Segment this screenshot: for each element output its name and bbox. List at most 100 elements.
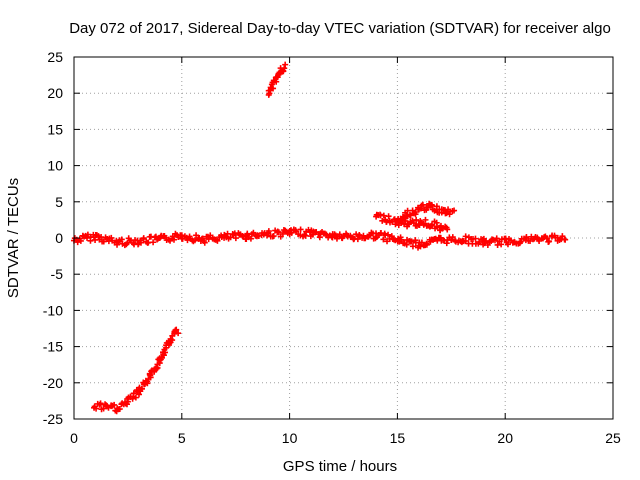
data-point [153, 365, 160, 372]
data-point [280, 68, 287, 75]
data-point [77, 237, 84, 244]
data-point [273, 78, 280, 85]
data-point [116, 405, 123, 412]
data-point [138, 385, 145, 392]
x-tick-label: 10 [282, 430, 298, 446]
y-tick-label: 10 [47, 158, 63, 174]
data-point [130, 390, 137, 397]
y-tick-label: -20 [43, 375, 63, 391]
data-point [449, 234, 456, 241]
data-point [191, 237, 198, 244]
data-point [265, 228, 272, 235]
data-point [279, 230, 286, 237]
data-point [413, 216, 420, 223]
data-point [429, 221, 436, 228]
data-point [288, 229, 295, 236]
data-point [247, 235, 254, 242]
data-point [97, 400, 104, 407]
data-point [93, 405, 100, 412]
data-point [443, 210, 450, 217]
data-point [546, 238, 553, 245]
data-point [419, 201, 426, 208]
data-point [232, 235, 239, 242]
data-point [178, 232, 185, 239]
data-point [169, 337, 176, 344]
data-point [214, 237, 221, 244]
data-point [111, 401, 118, 408]
data-point [268, 85, 275, 92]
x-tick-label: 25 [605, 430, 621, 446]
x-tick-label: 20 [497, 430, 513, 446]
y-axis-ticks: -25 -20 -15 -10 -5 0 5 10 15 20 25 [43, 49, 613, 427]
y-tick-label: -5 [51, 266, 64, 282]
data-point [250, 229, 257, 236]
data-point [422, 216, 429, 223]
data-point [517, 238, 524, 245]
data-point [275, 229, 282, 236]
data-point [423, 241, 430, 248]
data-point [270, 233, 277, 240]
data-point [385, 213, 392, 220]
data-point [379, 217, 386, 224]
data-point [135, 391, 142, 398]
data-point [297, 226, 304, 233]
data-point [193, 232, 200, 239]
data-point [417, 243, 424, 250]
data-point [398, 236, 405, 243]
data-point [224, 230, 231, 237]
data-point [380, 236, 387, 243]
data-point [451, 207, 458, 214]
data-point [392, 221, 399, 228]
y-tick-label: 5 [55, 194, 63, 210]
y-tick-label: 25 [47, 49, 63, 65]
data-point [385, 231, 392, 238]
data-point [162, 349, 169, 356]
y-tick-label: -25 [43, 411, 63, 427]
data-point [504, 241, 511, 248]
x-axis-ticks: 0 5 10 15 20 25 [70, 57, 621, 446]
data-point [408, 238, 415, 245]
data-point [175, 330, 182, 337]
data-point [199, 235, 206, 242]
data-point [482, 237, 489, 244]
data-point [160, 352, 167, 359]
data-point [282, 61, 289, 68]
y-tick-label: -10 [43, 302, 63, 318]
data-point [404, 207, 411, 214]
data-point [472, 235, 479, 242]
data-point [132, 394, 139, 401]
data-point [84, 234, 91, 241]
chart-title: Day 072 of 2017, Sidereal Day-to-day VTE… [69, 20, 611, 37]
data-point [559, 233, 566, 240]
data-point [409, 243, 416, 250]
x-axis-label: GPS time / hours [283, 458, 397, 475]
data-point [433, 203, 440, 210]
y-tick-label: 0 [55, 230, 63, 246]
y-tick-label: 20 [47, 85, 63, 101]
x-tick-label: 15 [390, 430, 406, 446]
y-axis-label: SDTVAR / TECUs [5, 178, 22, 298]
data-point [444, 226, 451, 233]
data-point [140, 235, 147, 242]
data-point [323, 231, 330, 238]
data-point [74, 239, 81, 246]
data-point [137, 239, 144, 246]
x-tick-label: 0 [70, 430, 78, 446]
data-point [301, 231, 308, 238]
data-point [147, 372, 154, 379]
data-point [201, 239, 208, 246]
data-point [395, 219, 402, 226]
data-point [281, 65, 288, 72]
data-point [173, 326, 180, 333]
data-point [336, 231, 343, 238]
data-point [170, 236, 177, 243]
y-tick-label: 15 [47, 121, 63, 137]
data-point [498, 241, 505, 248]
data-point [527, 238, 534, 245]
data-point [388, 233, 395, 240]
data-point [407, 212, 414, 219]
y-tick-label: -15 [43, 339, 63, 355]
data-points [70, 61, 569, 415]
data-point [562, 236, 569, 243]
